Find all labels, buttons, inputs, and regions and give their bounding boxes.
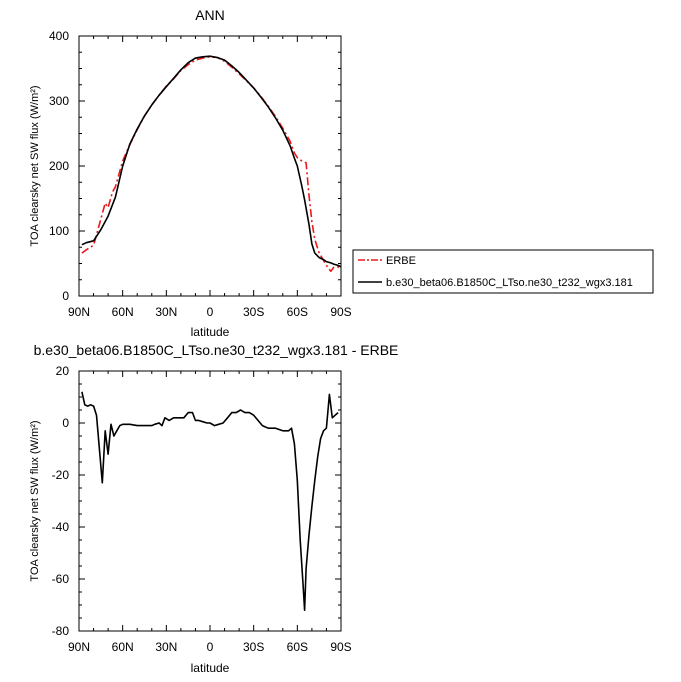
top-y-tick-label: 200 <box>49 159 69 173</box>
top-y-axis-label: TOA clearsky net SW flux (W/m²) <box>29 85 41 246</box>
bottom-x-tick-label: 60S <box>287 640 308 654</box>
bottom-y-tick-label: -60 <box>52 572 70 586</box>
bottom-y-tick-label: -40 <box>52 520 70 534</box>
legend-model-label: b.e30_beta06.B1850C_LTso.ne30_t232_wgx3.… <box>386 277 633 289</box>
top-x-tick-label: 60S <box>287 305 308 319</box>
top-title: ANN <box>195 7 225 23</box>
bottom-x-axis-label: latitude <box>191 661 230 675</box>
bottom-y-tick-label: -20 <box>52 468 70 482</box>
top-x-tick-label: 90N <box>68 305 90 319</box>
top-series-line-model <box>81 55 342 268</box>
bottom-y-tick-label: -80 <box>52 624 70 638</box>
bottom-y-axis-label: TOA clearsky net SW flux (W/m²) <box>29 420 41 581</box>
top-x-axis-label: latitude <box>191 325 230 339</box>
bottom-y-tick-label: 0 <box>62 416 69 430</box>
bottom-x-tick-label: 60N <box>112 640 134 654</box>
bottom-x-tick-label: 30N <box>155 640 177 654</box>
top-y-tick-label: 400 <box>49 29 69 43</box>
top-panel: ANN 90N 60N 30N 0 30S 60S 90S 0 100 200 300 400 TOA… <box>29 7 352 339</box>
bottom-x-tick-label: 90N <box>68 640 90 654</box>
top-y-tick-label: 300 <box>49 94 69 108</box>
bottom-x-tick-label: 90S <box>330 640 351 654</box>
bottom-x-tick-label: 0 <box>207 640 214 654</box>
bottom-title: b.e30_beta06.B1850C_LTso.ne30_t232_wgx3.… <box>34 342 399 358</box>
bottom-series-line-difference <box>81 391 339 612</box>
top-plot-frame <box>78 35 342 297</box>
top-y-tick-label: 100 <box>49 224 69 238</box>
bottom-plot-frame <box>78 370 342 632</box>
legend: ERBE b.e30_beta06.B1850C_LTso.ne30_t232_… <box>352 249 654 294</box>
top-y-tick-label: 0 <box>62 289 69 303</box>
top-series-line-erbe <box>81 55 342 273</box>
top-x-tick-label: 60N <box>112 305 134 319</box>
legend-box <box>352 249 654 294</box>
bottom-plot-area: 90N 60N 30N 0 30S 60S 90S -80 -60 -40 -20 0 20 <box>52 364 352 654</box>
bottom-x-tick-label: 30S <box>243 640 264 654</box>
top-x-tick-label: 30N <box>155 305 177 319</box>
legend-erbe-label: ERBE <box>386 255 416 267</box>
top-x-tick-label: 90S <box>330 305 351 319</box>
top-x-tick-label: 30S <box>243 305 264 319</box>
top-plot-area: 90N 60N 30N 0 30S 60S 90S 0 100 200 300 400 <box>49 29 352 319</box>
bottom-panel: b.e30_beta06.B1850C_LTso.ne30_t232_wgx3.… <box>29 342 398 675</box>
top-x-tick-label: 0 <box>207 305 214 319</box>
bottom-y-tick-label: 20 <box>56 364 70 378</box>
